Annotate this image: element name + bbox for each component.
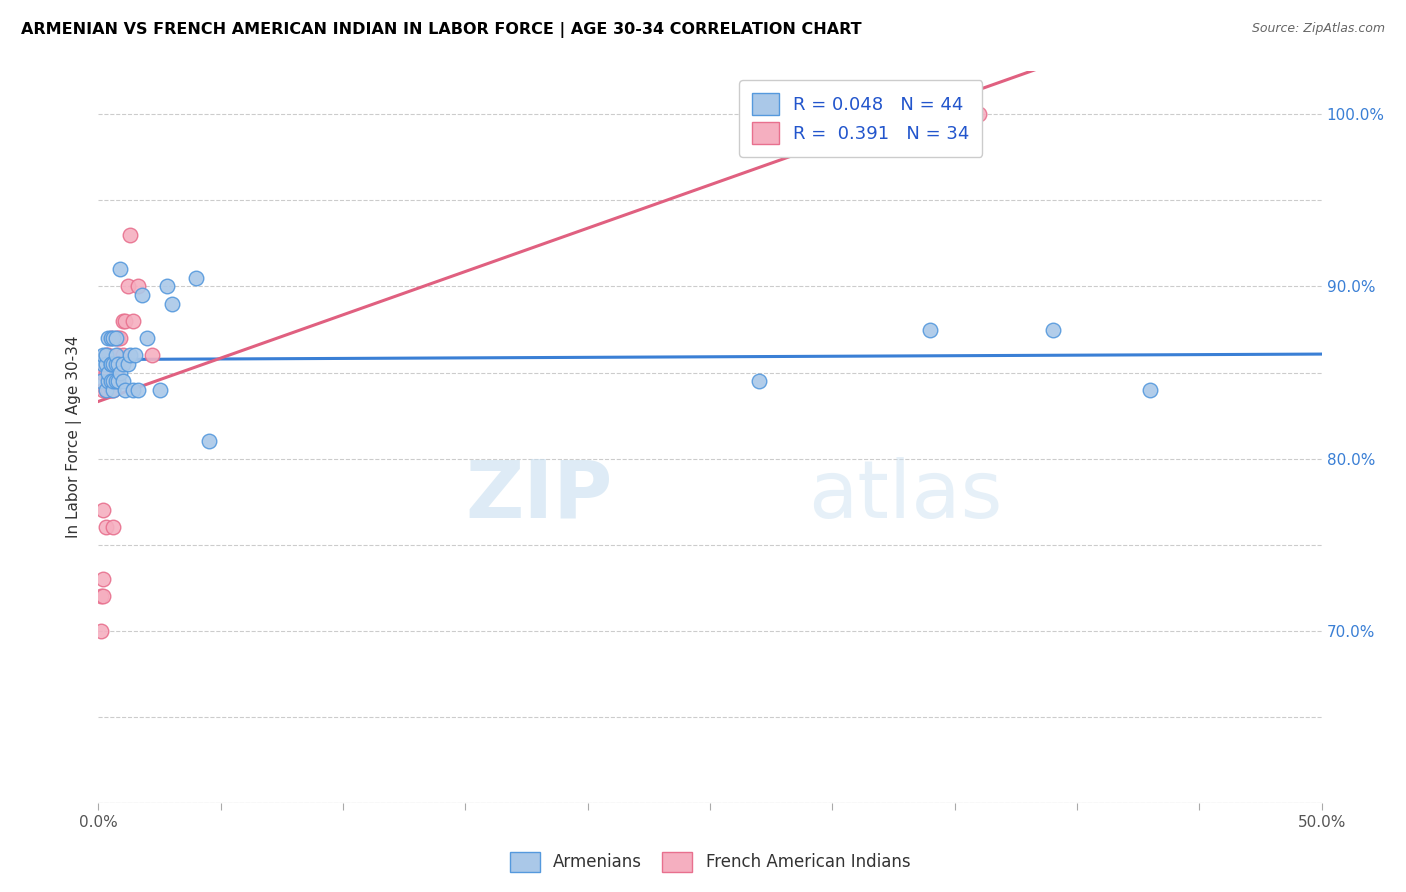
Y-axis label: In Labor Force | Age 30-34: In Labor Force | Age 30-34	[66, 335, 83, 539]
Point	[107, 331, 129, 345]
Point	[107, 357, 129, 371]
Point	[107, 374, 129, 388]
Point	[91, 366, 114, 380]
Point	[136, 331, 159, 345]
Point	[90, 624, 112, 638]
Point	[111, 314, 134, 328]
Point	[1042, 322, 1064, 336]
Point	[104, 374, 127, 388]
Point	[131, 288, 153, 302]
Point	[149, 383, 172, 397]
Point	[141, 348, 163, 362]
Point	[97, 331, 120, 345]
Point	[124, 348, 146, 362]
Text: ARMENIAN VS FRENCH AMERICAN INDIAN IN LABOR FORCE | AGE 30-34 CORRELATION CHART: ARMENIAN VS FRENCH AMERICAN INDIAN IN LA…	[21, 22, 862, 38]
Point	[100, 331, 122, 345]
Point	[186, 271, 208, 285]
Point	[100, 374, 122, 388]
Point	[1139, 383, 1161, 397]
Point	[94, 348, 117, 362]
Point	[114, 383, 136, 397]
Point	[160, 296, 183, 310]
Point	[104, 348, 127, 362]
Point	[117, 279, 139, 293]
Point	[91, 589, 114, 603]
Point	[748, 374, 770, 388]
Point	[127, 279, 149, 293]
Text: atlas: atlas	[808, 457, 1002, 534]
Point	[121, 383, 143, 397]
Point	[91, 383, 114, 397]
Point	[967, 107, 990, 121]
Point	[110, 366, 132, 380]
Point	[111, 374, 134, 388]
Point	[104, 331, 127, 345]
Legend: Armenians, French American Indians: Armenians, French American Indians	[503, 845, 917, 879]
Point	[94, 383, 117, 397]
Point	[101, 374, 124, 388]
Point	[120, 227, 142, 242]
Point	[91, 357, 114, 371]
Point	[97, 374, 120, 388]
Point	[97, 348, 120, 362]
Point	[94, 520, 117, 534]
Point	[117, 357, 139, 371]
Point	[121, 314, 143, 328]
Point	[110, 331, 132, 345]
Point	[104, 366, 127, 380]
Point	[120, 348, 142, 362]
Point	[101, 520, 124, 534]
Point	[91, 348, 114, 362]
Text: Source: ZipAtlas.com: Source: ZipAtlas.com	[1251, 22, 1385, 36]
Point	[101, 383, 124, 397]
Point	[94, 366, 117, 380]
Point	[100, 357, 122, 371]
Point	[156, 279, 179, 293]
Point	[100, 357, 122, 371]
Point	[101, 357, 124, 371]
Point	[101, 331, 124, 345]
Point	[110, 262, 132, 277]
Point	[127, 383, 149, 397]
Text: ZIP: ZIP	[465, 457, 612, 534]
Point	[100, 383, 122, 397]
Point	[197, 434, 219, 449]
Point	[90, 589, 112, 603]
Point	[100, 331, 122, 345]
Point	[94, 357, 117, 371]
Point	[94, 348, 117, 362]
Point	[97, 366, 120, 380]
Point	[104, 357, 127, 371]
Point	[111, 357, 134, 371]
Point	[97, 366, 120, 380]
Point	[94, 383, 117, 397]
Point	[97, 383, 120, 397]
Point	[101, 383, 124, 397]
Point	[100, 357, 122, 371]
Point	[920, 322, 942, 336]
Point	[90, 374, 112, 388]
Point	[104, 331, 127, 345]
Point	[104, 357, 127, 371]
Point	[114, 314, 136, 328]
Point	[111, 348, 134, 362]
Point	[91, 572, 114, 586]
Point	[107, 348, 129, 362]
Point	[91, 503, 114, 517]
